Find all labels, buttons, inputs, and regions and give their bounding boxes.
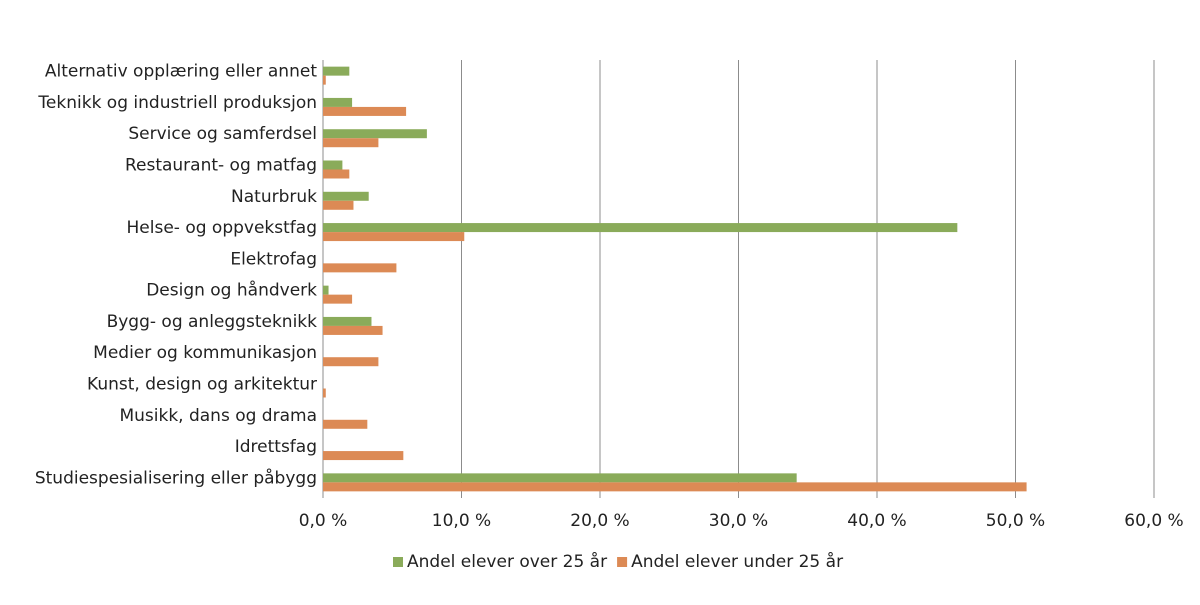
bar (323, 200, 354, 210)
bar (323, 97, 353, 107)
bar (323, 325, 383, 335)
legend-label: Andel elever under 25 år (631, 551, 843, 572)
y-tick-label: Restaurant- og matfag (125, 156, 317, 176)
x-tick-label: 0,0 % (299, 511, 348, 531)
y-tick-label: Medier og kommunikasjon (93, 343, 317, 363)
bar (323, 285, 329, 295)
bar (323, 451, 404, 461)
y-tick-label: Musikk, dans og drama (119, 406, 317, 426)
bar (323, 223, 958, 233)
y-tick-label: Kunst, design og arkitektur (87, 375, 317, 395)
x-tick-label: 10,0 % (432, 511, 491, 531)
y-tick-label: Design og håndverk (146, 280, 317, 301)
x-tick-label: 60,0 % (1124, 511, 1183, 531)
x-tick-label: 40,0 % (847, 511, 906, 531)
bar (323, 316, 372, 326)
legend-swatch (393, 557, 403, 567)
y-tick-label: Studiespesialisering eller påbygg (35, 467, 317, 488)
bar (323, 263, 397, 273)
y-tick-label: Bygg- og anleggsteknikk (107, 312, 318, 332)
y-tick-label: Naturbruk (231, 187, 317, 207)
bar (323, 191, 369, 201)
y-tick-label: Idrettsfag (235, 437, 317, 457)
bar (323, 388, 326, 398)
legend-label: Andel elever over 25 år (407, 551, 607, 572)
bar (323, 160, 343, 170)
bar (323, 419, 368, 429)
x-tick-label: 50,0 % (986, 511, 1045, 531)
bar (323, 232, 465, 242)
bar (323, 473, 797, 483)
bar (323, 106, 407, 116)
legend-swatch (617, 557, 628, 567)
bar (323, 357, 379, 367)
x-tick-label: 20,0 % (570, 511, 629, 531)
y-tick-label: Helse- og oppvekstfag (127, 218, 317, 238)
bar (323, 169, 350, 179)
y-tick-label: Teknikk og industriell produksjon (37, 93, 317, 113)
x-tick-label: 30,0 % (709, 511, 768, 531)
y-tick-label: Elektrofag (230, 249, 317, 269)
y-tick-label: Service og samferdsel (128, 124, 317, 144)
bar (323, 138, 379, 148)
bar (323, 482, 1027, 492)
bar (323, 294, 353, 304)
bar (323, 75, 326, 85)
bar (323, 129, 427, 139)
bar (323, 66, 350, 76)
y-tick-label: Alternativ opplæring eller annet (45, 62, 317, 82)
